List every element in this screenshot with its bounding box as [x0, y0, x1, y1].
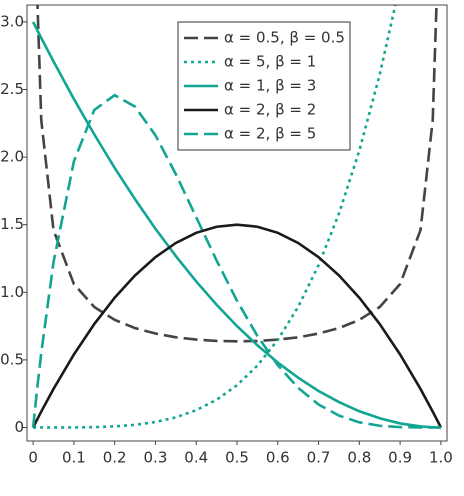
legend-label: α = 2, β = 5 — [224, 125, 316, 143]
legend-label: α = 2, β = 2 — [224, 101, 316, 119]
x-tick-label: 1.0 — [429, 449, 453, 467]
y-tick-label: 0 — [14, 418, 24, 436]
legend-label: α = 5, β = 1 — [224, 53, 316, 71]
series-line — [36, 5, 438, 343]
series-line — [31, 21, 441, 429]
x-tick-label: 0.9 — [388, 449, 412, 467]
x-tick-label: 0.7 — [307, 449, 331, 467]
series-line — [31, 223, 443, 429]
plot-lines — [31, 5, 443, 429]
y-tick-label: 0.5 — [0, 350, 24, 368]
y-tick-label: 1.0 — [0, 283, 24, 301]
x-tick-label: 0 — [28, 449, 38, 467]
series-line — [31, 93, 441, 429]
x-tick-label: 0.6 — [266, 449, 290, 467]
y-tick-label: 2.0 — [0, 148, 24, 166]
x-tick-label: 0.8 — [347, 449, 371, 467]
legend-label: α = 1, β = 3 — [224, 77, 316, 95]
x-tick-label: 0.5 — [225, 449, 249, 467]
y-tick-label: 1.5 — [0, 215, 24, 233]
x-tick-label: 0.3 — [144, 449, 168, 467]
legend-label: α = 0.5, β = 0.5 — [224, 29, 345, 47]
x-tick-label: 0.2 — [103, 449, 127, 467]
y-tick-label: 2.5 — [0, 80, 24, 98]
x-tick-label: 0.1 — [62, 449, 86, 467]
x-tick-label: 0.4 — [184, 449, 208, 467]
y-tick-label: 3.0 — [0, 12, 24, 30]
